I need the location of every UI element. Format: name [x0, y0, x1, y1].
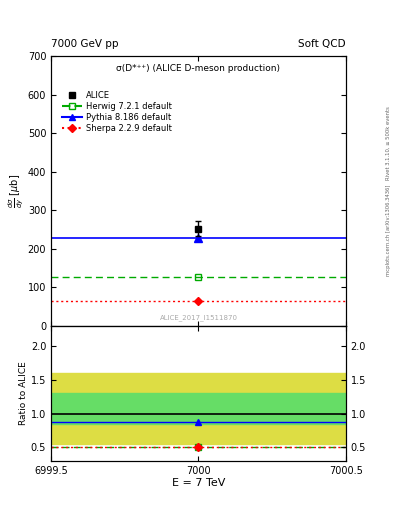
Text: σ(D*⁺⁺) (ALICE D-meson production): σ(D*⁺⁺) (ALICE D-meson production) [116, 65, 281, 73]
Bar [51, 373, 346, 444]
X-axis label: E = 7 TeV: E = 7 TeV [172, 478, 225, 488]
Text: 7000 GeV pp: 7000 GeV pp [51, 38, 119, 49]
Text: ALICE_2017_I1511870: ALICE_2017_I1511870 [160, 314, 237, 321]
Text: Soft QCD: Soft QCD [298, 38, 346, 49]
Bar [51, 393, 346, 424]
Y-axis label: Ratio to ALICE: Ratio to ALICE [19, 361, 28, 425]
Text: Rivet 3.1.10, ≥ 500k events: Rivet 3.1.10, ≥ 500k events [386, 106, 391, 180]
Y-axis label: $\frac{d\sigma}{dy}$ [$\mu$b]: $\frac{d\sigma}{dy}$ [$\mu$b] [6, 174, 25, 208]
Legend: ALICE, Herwig 7.2.1 default, Pythia 8.186 default, Sherpa 2.2.9 default: ALICE, Herwig 7.2.1 default, Pythia 8.18… [58, 88, 175, 136]
Text: mcplots.cern.ch [arXiv:1306.3436]: mcplots.cern.ch [arXiv:1306.3436] [386, 185, 391, 276]
